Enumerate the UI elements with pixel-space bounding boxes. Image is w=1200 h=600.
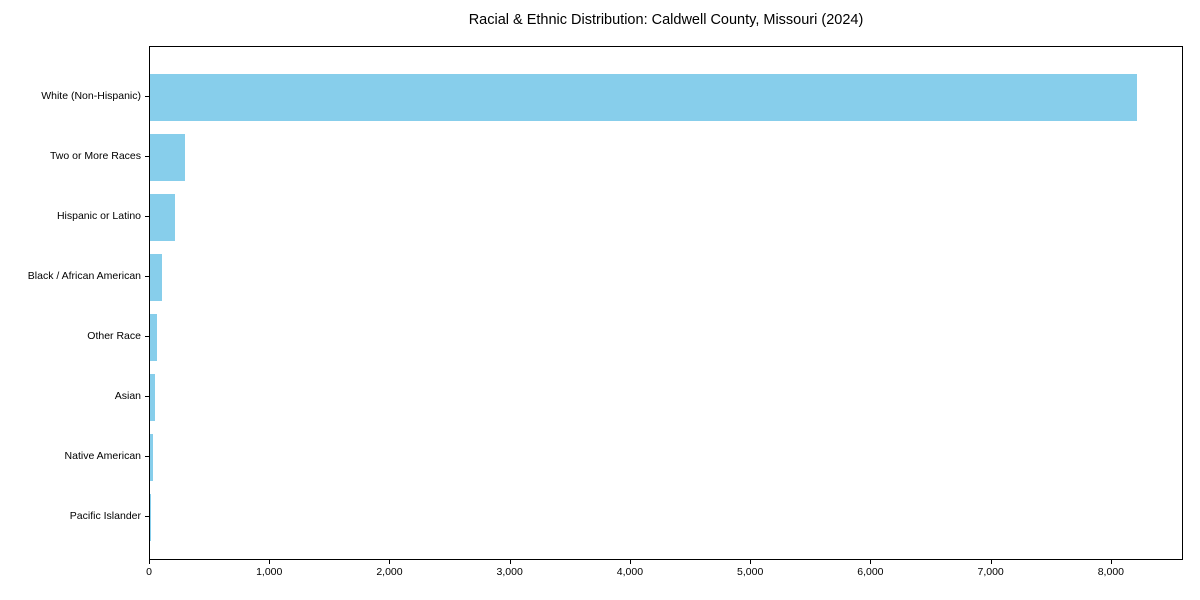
x-axis-tick-label: 7,000 — [977, 566, 1004, 578]
y-axis-tick — [145, 336, 149, 337]
plot-area — [149, 46, 1183, 560]
x-axis-tick-label: 4,000 — [616, 566, 644, 578]
y-axis-tick — [145, 396, 149, 397]
bar-white-non-hispanic — [150, 73, 1138, 121]
y-axis-tick — [145, 456, 149, 457]
x-axis-tick-label: 0 — [146, 566, 152, 578]
y-axis-tick — [145, 516, 149, 517]
y-axis-tick — [145, 156, 149, 157]
y-axis-label-white-non-hispanic: White (Non-Hispanic) — [41, 90, 141, 102]
y-axis-label-hispanic-or-latino: Hispanic or Latino — [56, 210, 141, 222]
y-axis-label-asian: Asian — [114, 390, 141, 402]
x-axis-tick-label: 2,000 — [376, 566, 403, 578]
x-axis-tick-label: 6,000 — [857, 566, 884, 578]
y-axis-tick — [145, 96, 149, 97]
x-axis-tick — [1110, 560, 1112, 564]
x-axis-tick-label: 1,000 — [256, 566, 283, 578]
bar-native-american — [150, 433, 153, 481]
bar-other-race — [150, 313, 157, 361]
x-axis-tick-label: 5,000 — [737, 566, 764, 578]
bar-black-african-american — [150, 253, 163, 301]
x-axis-tick — [389, 560, 391, 564]
y-axis-label-other-race: Other Race — [87, 330, 141, 342]
y-axis-label-pacific-islander: Pacific Islander — [69, 510, 141, 522]
x-axis-tick — [269, 560, 271, 564]
y-axis-tick — [145, 276, 149, 277]
y-axis-label-native-american: Native American — [64, 450, 141, 462]
y-axis-label-two-or-more-races: Two or More Races — [49, 150, 141, 162]
bar-asian — [150, 373, 156, 421]
x-axis-tick — [750, 560, 752, 564]
x-axis-tick-label: 8,000 — [1097, 566, 1124, 578]
x-axis-tick — [629, 560, 631, 564]
x-axis-tick-label: 3,000 — [496, 566, 523, 578]
chart-title: Racial & Ethnic Distribution: Caldwell C… — [468, 12, 864, 28]
y-axis-tick — [145, 216, 149, 217]
x-axis-tick — [870, 560, 872, 564]
y-axis-label-black-african-american: Black / African American — [27, 270, 141, 282]
x-axis-tick — [990, 560, 992, 564]
bar-hispanic-or-latino — [150, 193, 175, 241]
x-axis-tick — [509, 560, 511, 564]
bar-two-or-more-races — [150, 133, 185, 181]
x-axis-tick — [149, 560, 150, 564]
